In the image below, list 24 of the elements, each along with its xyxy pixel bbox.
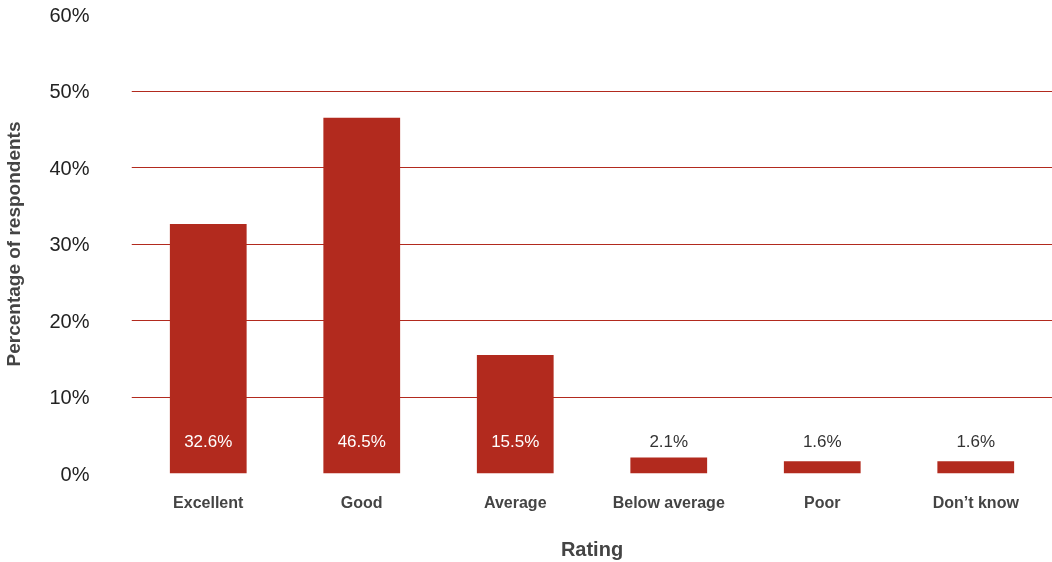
x-tick-label: Good <box>340 493 383 511</box>
y-tick-label: 30% <box>49 233 90 255</box>
x-tick-label: Don’t know <box>932 493 1020 511</box>
x-tick-label: Poor <box>804 493 841 511</box>
y-tick-label: 50% <box>49 80 90 102</box>
data-label: 1.6% <box>802 431 842 451</box>
bar <box>630 457 708 474</box>
x-tick-label: Average <box>483 493 547 511</box>
y-tick-label: 10% <box>49 386 90 408</box>
bar <box>783 461 861 474</box>
y-tick-label: 20% <box>49 309 90 332</box>
x-tick-label: Below average <box>612 493 725 511</box>
y-axis-title: Percentage of respondents <box>3 121 25 367</box>
data-label: 2.1% <box>649 431 689 451</box>
x-tick-label: Excellent <box>173 493 245 511</box>
y-tick-label: 0% <box>60 462 90 485</box>
y-tick-label: 60% <box>49 3 90 26</box>
x-axis-title: Rating <box>560 537 624 560</box>
bar <box>937 461 1015 474</box>
data-label: 32.6% <box>184 431 233 451</box>
y-tick-label: 40% <box>49 156 90 179</box>
data-label: 15.5% <box>491 431 540 451</box>
data-label: 46.5% <box>337 431 386 451</box>
data-label: 1.6% <box>956 431 996 451</box>
